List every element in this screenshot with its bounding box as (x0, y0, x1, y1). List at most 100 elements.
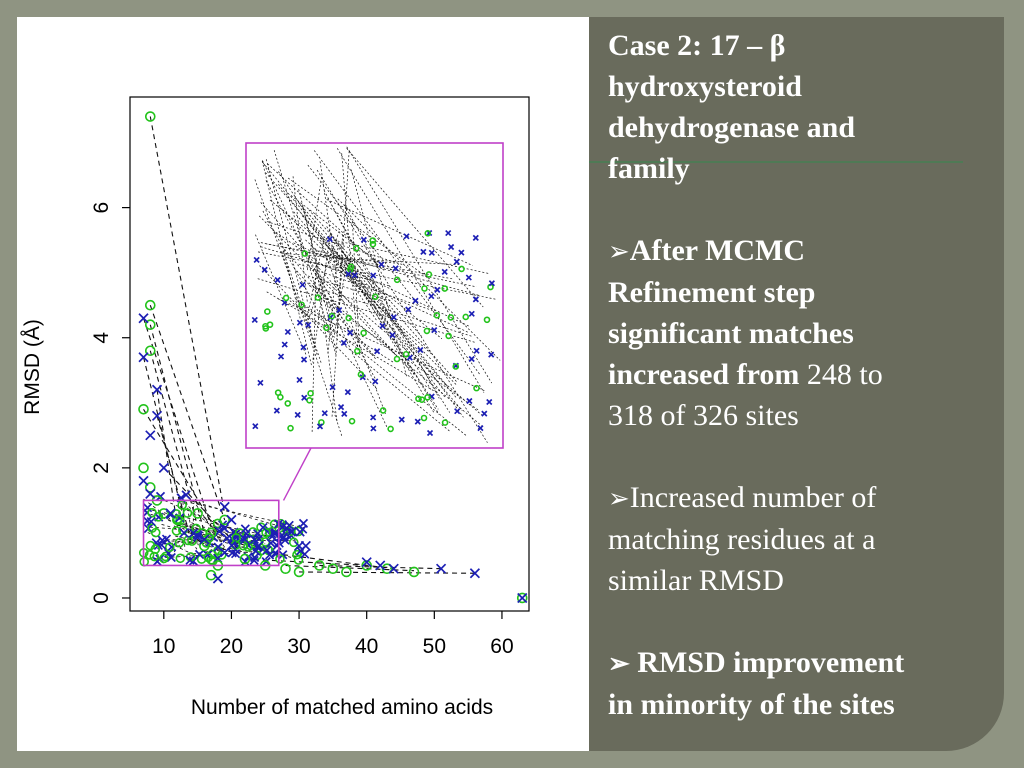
point-x-stroke (344, 388, 351, 396)
point-x-stroke (222, 533, 232, 543)
point-x-stroke (299, 281, 306, 288)
point-circle (264, 308, 271, 315)
connecting-line (156, 389, 178, 527)
point-x (166, 552, 176, 563)
point-x-stroke (264, 550, 275, 560)
point-x-stroke (321, 410, 328, 417)
point-x-stroke (488, 351, 495, 358)
point-x-stroke (417, 346, 424, 354)
point-circle (282, 294, 290, 302)
bullet-1-line-5: 318 of 326 sites (608, 399, 799, 432)
connecting-line (149, 116, 226, 514)
cluster-line (192, 499, 226, 549)
point-x (379, 322, 386, 329)
point-x (219, 523, 230, 533)
bullet-3-line-1: RMSD improvement (637, 646, 905, 679)
point-x-stroke (284, 520, 294, 530)
point-x-stroke (239, 534, 251, 545)
point-x-stroke (142, 516, 152, 526)
point-x-stroke (412, 297, 419, 304)
inset-line (272, 229, 326, 268)
point-x-stroke (392, 265, 399, 272)
point-x-stroke (388, 563, 399, 574)
point-x (277, 353, 285, 360)
point-x-stroke (466, 397, 473, 405)
point-x (448, 243, 455, 251)
point-x-stroke (192, 529, 202, 539)
y-tick-label: 2 (90, 462, 113, 474)
point-x-stroke (360, 236, 367, 243)
point-x-stroke (262, 545, 272, 555)
point-x (284, 520, 294, 530)
inset-line (349, 251, 450, 413)
point-x-stroke (158, 462, 169, 473)
inset-line (293, 267, 377, 360)
point-x (294, 411, 301, 418)
point-x (212, 573, 224, 584)
point-x-stroke (300, 356, 308, 363)
point-x-stroke (361, 557, 372, 568)
connecting-line (156, 415, 192, 540)
y-axis-label: RMSD (Å) (21, 319, 44, 415)
point-circle (433, 311, 441, 319)
point-x-stroke (278, 550, 288, 560)
point-circle (516, 592, 528, 604)
point-circle (192, 508, 203, 519)
point-circle (352, 245, 360, 252)
point-circle (284, 400, 292, 407)
point-circle (393, 355, 401, 363)
point-circle (274, 389, 282, 396)
point-x-stroke (240, 556, 250, 567)
point-x-stroke (403, 233, 410, 240)
connecting-line (149, 305, 226, 521)
inset-line (336, 148, 485, 393)
point-circle (402, 350, 410, 358)
point-x (181, 490, 191, 500)
point-x (398, 416, 405, 423)
point-circle (341, 566, 352, 578)
point-circle (144, 299, 156, 311)
point-x-stroke (465, 274, 472, 281)
point-x-stroke (277, 353, 285, 360)
point-x-stroke (351, 272, 358, 279)
inset-line (326, 226, 432, 390)
point-x (249, 555, 259, 566)
point-circle (420, 414, 428, 422)
point-circle (371, 293, 379, 301)
point-x (262, 545, 272, 555)
point-x (468, 310, 475, 317)
point-x-stroke (151, 384, 163, 395)
point-x-stroke (138, 313, 149, 324)
x-tick-label: 40 (355, 635, 378, 658)
point-x (414, 418, 421, 425)
point-x-stroke (226, 514, 237, 526)
x-tick-label: 50 (423, 635, 446, 658)
point-x (329, 384, 336, 391)
point-x-stroke (294, 411, 301, 418)
point-x (434, 286, 441, 293)
point-circle (144, 319, 156, 331)
point-circle (473, 384, 480, 392)
point-x (360, 236, 367, 243)
point-circle (415, 395, 422, 403)
point-x (477, 425, 484, 432)
point-x-stroke (431, 327, 438, 334)
point-x (301, 394, 308, 401)
point-x (326, 236, 333, 243)
inset-line (266, 291, 438, 394)
point-circle (205, 527, 217, 539)
point-x (286, 527, 297, 537)
point-x-stroke (219, 523, 230, 533)
point-circle (458, 265, 465, 273)
inset-line (326, 199, 473, 266)
point-x (388, 563, 399, 574)
point-circle (187, 536, 197, 546)
point-x (392, 265, 399, 272)
point-x (253, 256, 260, 264)
bullet-3: ➢ RMSD improvement in minority of the si… (608, 642, 998, 725)
point-x (226, 514, 237, 526)
inset-line (321, 237, 490, 274)
point-x-stroke (345, 270, 352, 278)
point-x-stroke (240, 524, 250, 534)
inset-line (261, 160, 313, 368)
